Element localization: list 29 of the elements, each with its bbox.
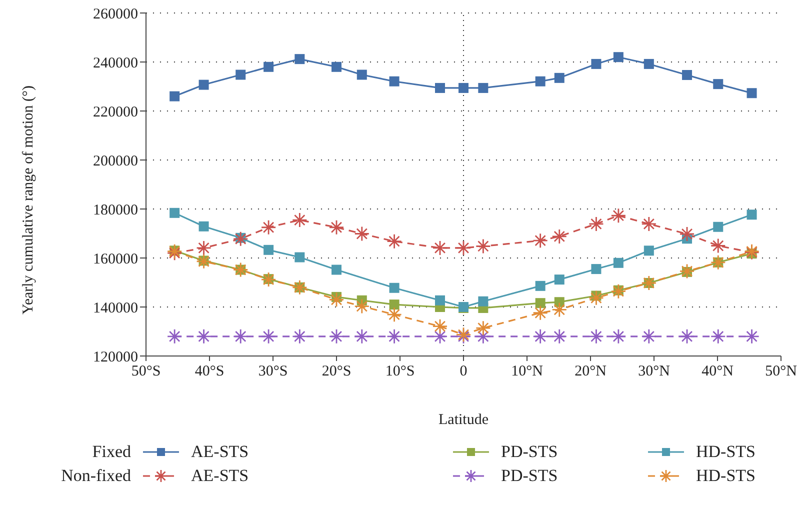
legend-label: HD-STS — [696, 442, 756, 462]
y-tick-label: 240000 — [93, 55, 138, 72]
legend-label: PD-STS — [501, 466, 558, 486]
x-tick-label: 40°N — [702, 364, 734, 380]
x-tick-label: 50°N — [765, 364, 798, 380]
y-tick-label: 120000 — [93, 349, 138, 366]
x-tick-label: 10°S — [385, 364, 415, 380]
legend-label: HD-STS — [696, 466, 756, 486]
x-tick-label: 10°N — [511, 364, 544, 380]
legend-label: AE-STS — [191, 442, 249, 462]
y-tick-label: 140000 — [93, 300, 138, 316]
x-tick-label: 20°S — [322, 364, 352, 380]
x-tick-label: 30°N — [638, 364, 670, 380]
x-tick-label: 30°S — [258, 364, 288, 380]
y-tick-label: 200000 — [93, 153, 138, 170]
y-axis-title: Yearly cumulative range of motion (°) — [20, 85, 36, 314]
x-tick-label: 50°S — [131, 364, 161, 380]
y-tick-label: 180000 — [93, 202, 138, 218]
text: Non-fixed — [60, 466, 132, 486]
text: Fixed — [91, 442, 132, 462]
x-axis-title: Latitude — [438, 412, 489, 428]
y-tick-label: 220000 — [93, 104, 138, 120]
y-tick-label: 260000 — [93, 6, 138, 22]
x-tick-label: 40°S — [194, 364, 224, 380]
x-tick-label: 0 — [460, 364, 468, 380]
legend-label: PD-STS — [501, 442, 558, 462]
legend-label: AE-STS — [191, 466, 249, 486]
x-tick-label: 20°N — [574, 364, 607, 380]
y-tick-label: 160000 — [93, 251, 138, 268]
